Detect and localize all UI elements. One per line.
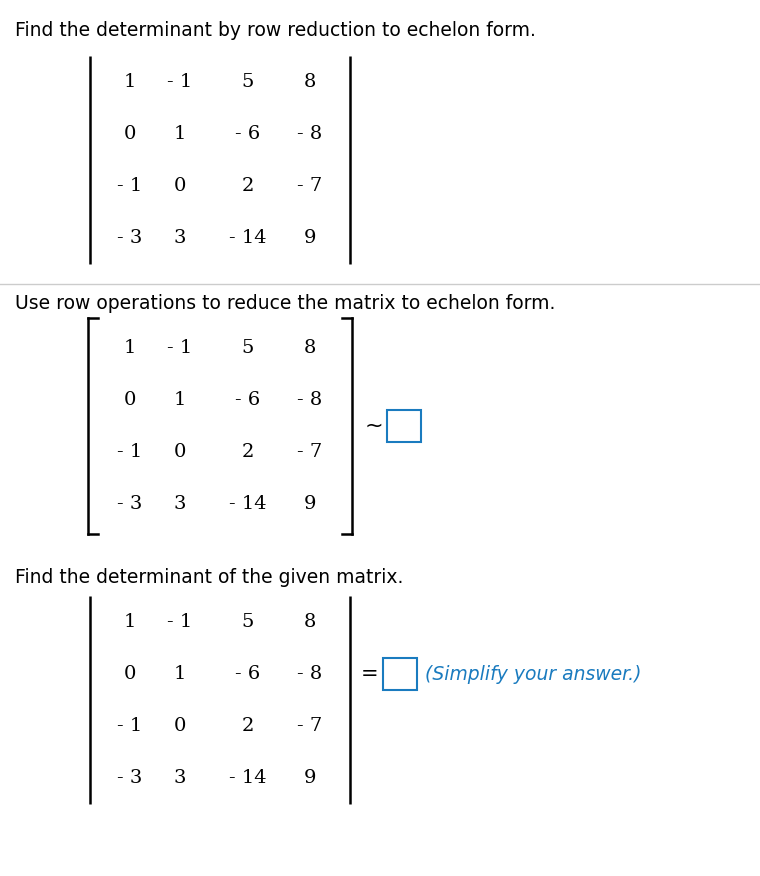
Text: 1: 1 bbox=[124, 339, 136, 357]
Text: 3: 3 bbox=[174, 229, 186, 247]
Text: - 6: - 6 bbox=[236, 125, 261, 143]
Text: Find the determinant by row reduction to echelon form.: Find the determinant by row reduction to… bbox=[15, 21, 536, 40]
Text: 3: 3 bbox=[174, 769, 186, 787]
Text: 9: 9 bbox=[304, 769, 316, 787]
Text: 2: 2 bbox=[242, 177, 254, 195]
Text: - 14: - 14 bbox=[230, 495, 267, 513]
Text: =: = bbox=[361, 664, 378, 684]
Text: 0: 0 bbox=[124, 665, 136, 683]
Text: 1: 1 bbox=[124, 73, 136, 91]
Text: - 8: - 8 bbox=[297, 125, 323, 143]
Text: - 7: - 7 bbox=[297, 443, 323, 461]
Text: 8: 8 bbox=[304, 73, 316, 91]
Text: ~: ~ bbox=[365, 416, 383, 436]
Text: Use row operations to reduce the matrix to echelon form.: Use row operations to reduce the matrix … bbox=[15, 294, 556, 313]
Text: 8: 8 bbox=[304, 613, 316, 631]
Text: - 14: - 14 bbox=[230, 769, 267, 787]
Text: - 1: - 1 bbox=[117, 717, 143, 735]
Text: - 1: - 1 bbox=[167, 613, 192, 631]
Text: 8: 8 bbox=[304, 339, 316, 357]
Text: 0: 0 bbox=[124, 391, 136, 409]
Text: - 1: - 1 bbox=[167, 339, 192, 357]
Text: 1: 1 bbox=[174, 391, 186, 409]
Text: - 3: - 3 bbox=[117, 769, 143, 787]
Text: - 1: - 1 bbox=[117, 177, 143, 195]
Text: 5: 5 bbox=[242, 613, 254, 631]
Text: - 3: - 3 bbox=[117, 495, 143, 513]
FancyBboxPatch shape bbox=[387, 410, 421, 442]
Text: 1: 1 bbox=[174, 125, 186, 143]
Text: - 7: - 7 bbox=[297, 177, 323, 195]
FancyBboxPatch shape bbox=[383, 658, 417, 690]
Text: - 14: - 14 bbox=[230, 229, 267, 247]
Text: - 8: - 8 bbox=[297, 665, 323, 683]
Text: Find the determinant of the given matrix.: Find the determinant of the given matrix… bbox=[15, 568, 404, 587]
Text: 0: 0 bbox=[174, 177, 186, 195]
Text: - 6: - 6 bbox=[236, 391, 261, 409]
Text: 3: 3 bbox=[174, 495, 186, 513]
Text: - 3: - 3 bbox=[117, 229, 143, 247]
Text: - 1: - 1 bbox=[117, 443, 143, 461]
Text: 9: 9 bbox=[304, 495, 316, 513]
Text: 1: 1 bbox=[174, 665, 186, 683]
Text: 5: 5 bbox=[242, 339, 254, 357]
Text: 2: 2 bbox=[242, 717, 254, 735]
Text: - 8: - 8 bbox=[297, 391, 323, 409]
Text: 1: 1 bbox=[124, 613, 136, 631]
Text: 0: 0 bbox=[174, 717, 186, 735]
Text: 0: 0 bbox=[124, 125, 136, 143]
Text: - 6: - 6 bbox=[236, 665, 261, 683]
Text: - 7: - 7 bbox=[297, 717, 323, 735]
Text: - 1: - 1 bbox=[167, 73, 192, 91]
Text: 2: 2 bbox=[242, 443, 254, 461]
Text: (Simplify your answer.): (Simplify your answer.) bbox=[425, 665, 641, 683]
Text: 0: 0 bbox=[174, 443, 186, 461]
Text: 5: 5 bbox=[242, 73, 254, 91]
Text: 9: 9 bbox=[304, 229, 316, 247]
